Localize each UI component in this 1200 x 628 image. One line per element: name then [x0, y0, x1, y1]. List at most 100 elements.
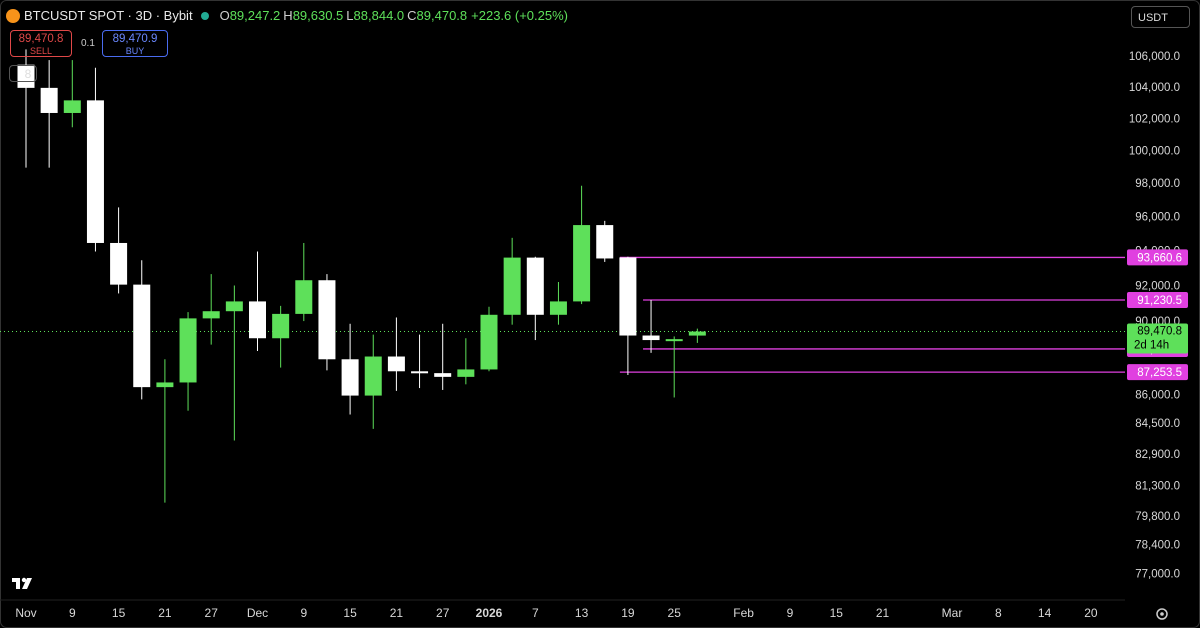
ohlc-key: L: [346, 8, 354, 23]
ohlc-values: O89,247.2 H89,630.5 L88,844.0 C89,470.8: [217, 8, 468, 23]
y-tick-label: 86,000.0: [1135, 390, 1180, 402]
candle-body: [17, 64, 35, 88]
market-status: [200, 11, 209, 20]
ohlc-value: 88,844.0: [353, 8, 405, 23]
candle-body: [619, 257, 637, 336]
candle-body: [688, 331, 706, 336]
quantity[interactable]: 0.1: [81, 38, 95, 49]
candle-body: [86, 100, 104, 243]
price-level-label-bg: [1127, 364, 1188, 381]
sell-label: SELL: [29, 46, 53, 56]
x-tick-label: Feb: [733, 606, 754, 620]
candle-body: [665, 339, 683, 342]
y-tick-label: 102,000.0: [1129, 113, 1180, 125]
candle-body: [434, 373, 452, 377]
candle-body: [225, 301, 243, 312]
y-tick-label: 98,000.0: [1135, 178, 1180, 190]
settings-icon[interactable]: [1156, 608, 1168, 620]
y-tick-label: 100,000.0: [1129, 145, 1180, 157]
last-price-label-bg: [1127, 323, 1188, 354]
y-tick-label: 81,300.0: [1135, 481, 1180, 493]
candle-body: [526, 257, 544, 315]
sell-price: 89,470.8: [18, 33, 64, 45]
x-tick-label: 21: [390, 606, 404, 620]
ohlc-value: 89,247.2: [229, 8, 281, 23]
symbol-legend: BTCUSDT SPOT · 3D · Bybit O89,247.2 H89,6…: [6, 8, 568, 23]
candle-body: [642, 335, 660, 341]
currency-select[interactable]: USDT: [1131, 6, 1190, 28]
candle-body: [295, 280, 313, 314]
change: +223.6 (+0.25%): [471, 8, 568, 23]
price-level-label-bg: [1127, 291, 1188, 308]
y-tick-label: 104,000.0: [1129, 82, 1180, 94]
x-tick-label: 8: [995, 606, 1002, 620]
y-tick-label: 92,000.0: [1135, 280, 1180, 292]
price-level-label: 93,660.6: [1137, 252, 1182, 264]
x-tick-label: 13: [575, 606, 589, 620]
buy-price: 89,470.9: [112, 33, 158, 45]
candle-body: [249, 301, 266, 339]
candle-body: [341, 359, 359, 396]
candle-body: [156, 382, 174, 388]
candle-body: [549, 301, 567, 315]
candle-body: [202, 311, 220, 319]
y-tick-label: 84,500.0: [1135, 418, 1180, 430]
price-level-label-bg: [1127, 249, 1188, 266]
y-tick-label: 77,000.0: [1135, 569, 1180, 581]
candle-body: [457, 369, 475, 377]
candle-body: [63, 100, 81, 113]
buy-button[interactable]: 89,470.9 BUY: [102, 30, 168, 57]
y-tick-label: 78,400.0: [1135, 539, 1180, 551]
x-tick-label: 9: [300, 606, 307, 620]
x-tick-label: 15: [112, 606, 126, 620]
candle-body: [596, 225, 614, 259]
candle-body: [179, 318, 197, 383]
candle-body: [318, 280, 336, 360]
x-tick-label: 21: [158, 606, 172, 620]
x-tick-label: 27: [205, 606, 219, 620]
candle-body: [272, 313, 290, 339]
y-tick-label: 106,000.0: [1129, 51, 1180, 63]
x-tick-label: 25: [668, 606, 682, 620]
tv-logo: [12, 577, 32, 589]
buy-label: BUY: [125, 46, 145, 56]
y-tick-label: 96,000.0: [1135, 212, 1180, 224]
x-tick-label: 21: [876, 606, 890, 620]
x-tick-label: Nov: [15, 606, 36, 620]
candle-body: [110, 242, 128, 285]
symbol-icon: [6, 8, 20, 23]
candle-body: [387, 356, 405, 372]
x-tick-label: 27: [436, 606, 450, 620]
indicator-badge[interactable]: 8: [9, 65, 37, 82]
x-tick-label: 9: [69, 606, 76, 620]
countdown: 2d 14h: [1134, 340, 1169, 352]
x-tick-label: 9: [787, 606, 794, 620]
last-price-label: 89,470.8: [1137, 326, 1182, 338]
candle-body: [411, 371, 429, 374]
candle-body: [40, 87, 58, 113]
candle-body: [133, 284, 151, 388]
x-tick-label: 20: [1084, 606, 1098, 620]
candle-body: [480, 314, 498, 370]
y-tick-label: 82,900.0: [1135, 449, 1180, 461]
symbol[interactable]: BTCUSDT SPOT · 3D · Bybit: [24, 8, 193, 23]
price-level-label: 91,230.5: [1137, 295, 1182, 307]
candle-body: [503, 257, 521, 315]
x-tick-label: Mar: [942, 606, 963, 620]
x-tick-label: 19: [621, 606, 635, 620]
price-level-label: 87,253.5: [1137, 367, 1182, 379]
ohlc-key: O: [219, 8, 230, 23]
x-tick-label: 2026: [476, 606, 503, 620]
x-tick-label: 15: [830, 606, 844, 620]
candle-body: [364, 356, 382, 396]
x-tick-label: 7: [532, 606, 539, 620]
ohlc-value: 89,630.5: [292, 8, 344, 23]
ohlc-key: C: [407, 8, 417, 23]
ohlc-key: H: [283, 8, 293, 23]
candle-body: [573, 225, 591, 302]
sell-button[interactable]: 89,470.8 SELL: [10, 30, 72, 57]
x-tick-label: 14: [1038, 606, 1052, 620]
